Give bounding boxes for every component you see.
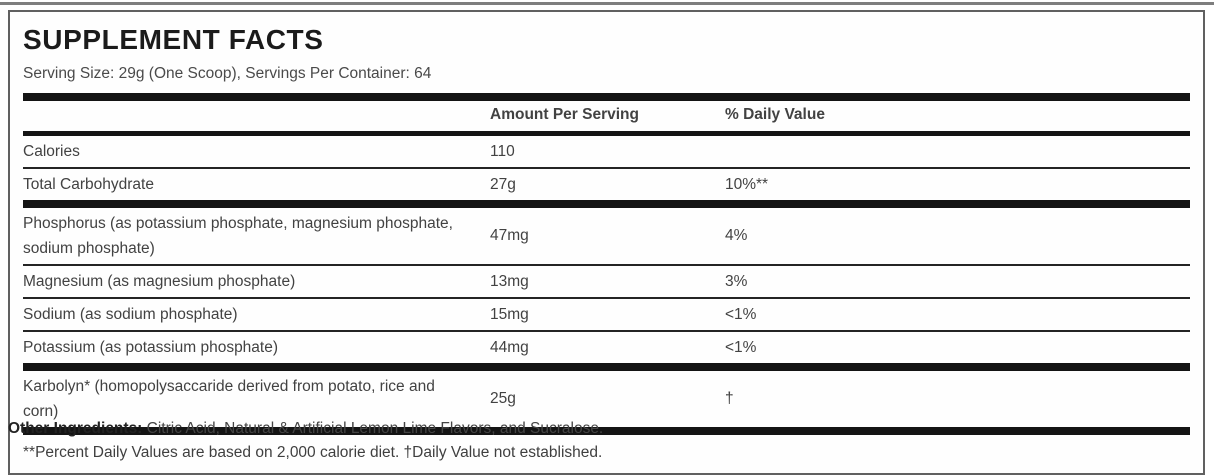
nutrient-daily-value: <1% bbox=[725, 305, 757, 323]
table-row-sodium: Sodium (as sodium phosphate) 15mg <1% bbox=[23, 297, 1190, 330]
nutrient-name: Phosphorus (as potassium phosphate, magn… bbox=[23, 215, 453, 257]
divider-bar bbox=[23, 131, 1190, 136]
divider-bar bbox=[23, 93, 1190, 101]
table-row-phosphorus: Phosphorus (as potassium phosphate, magn… bbox=[23, 208, 1190, 264]
supplement-facts-panel: SUPPLEMENT FACTS Serving Size: 29g (One … bbox=[8, 10, 1205, 475]
nutrient-name: Total Carbohydrate bbox=[23, 176, 154, 193]
nutrient-amount: 110 bbox=[490, 142, 515, 160]
other-ingredients: Other Ingredients: Citric Acid, Natural … bbox=[8, 419, 603, 438]
table-row-karbolyn: Karbolyn* (homopolysaccaride derived fro… bbox=[23, 371, 1190, 427]
table-row-magnesium: Magnesium (as magnesium phosphate) 13mg … bbox=[23, 264, 1190, 297]
macros-group: Calories 110 Total Carbohydrate 27g 10%*… bbox=[23, 136, 1190, 200]
table-header: Amount Per Serving % Daily Value bbox=[23, 101, 1190, 131]
nutrient-name: Sodium (as sodium phosphate) bbox=[23, 306, 238, 323]
table-row-calories: Calories 110 bbox=[23, 136, 1190, 167]
karbolyn-group: Karbolyn* (homopolysaccaride derived fro… bbox=[23, 371, 1190, 427]
daily-value-footnote: **Percent Daily Values are based on 2,00… bbox=[23, 444, 603, 461]
nutrient-daily-value: 4% bbox=[725, 227, 748, 244]
table-row-total-carbohydrate: Total Carbohydrate 27g 10%** bbox=[23, 167, 1190, 200]
nutrient-name: Calories bbox=[23, 143, 80, 160]
nutrient-daily-value: 10%** bbox=[725, 175, 769, 193]
serving-info: Serving Size: 29g (One Scoop), Servings … bbox=[23, 65, 432, 82]
header-daily-value: % Daily Value bbox=[725, 106, 825, 123]
other-ingredients-label: Other Ingredients: bbox=[8, 420, 143, 437]
nutrient-amount: 25g bbox=[490, 390, 516, 407]
panel-title: SUPPLEMENT FACTS bbox=[23, 24, 324, 55]
divider-bar bbox=[23, 200, 1190, 208]
nutrient-daily-value: † bbox=[725, 390, 734, 407]
nutrient-amount: 44mg bbox=[490, 338, 529, 356]
nutrient-amount: 13mg bbox=[490, 272, 529, 290]
nutrient-daily-value: 3% bbox=[725, 272, 748, 290]
divider-bar bbox=[23, 427, 1190, 435]
minerals-group: Phosphorus (as potassium phosphate, magn… bbox=[23, 208, 1190, 363]
nutrient-name: Karbolyn* (homopolysaccaride derived fro… bbox=[23, 378, 435, 420]
table-row-potassium: Potassium (as potassium phosphate) 44mg … bbox=[23, 330, 1190, 363]
nutrient-name: Magnesium (as magnesium phosphate) bbox=[23, 273, 296, 290]
nutrient-daily-value: <1% bbox=[725, 338, 757, 356]
nutrient-name: Potassium (as potassium phosphate) bbox=[23, 339, 279, 356]
divider-bar bbox=[23, 363, 1190, 371]
nutrient-amount: 15mg bbox=[490, 305, 529, 323]
nutrient-amount: 47mg bbox=[490, 227, 529, 244]
page-top-rule bbox=[0, 2, 1214, 5]
nutrient-amount: 27g bbox=[490, 175, 516, 193]
other-ingredients-text: Citric Acid, Natural & Artificial Lemon … bbox=[146, 420, 604, 437]
header-amount-per-serving: Amount Per Serving bbox=[490, 106, 639, 123]
